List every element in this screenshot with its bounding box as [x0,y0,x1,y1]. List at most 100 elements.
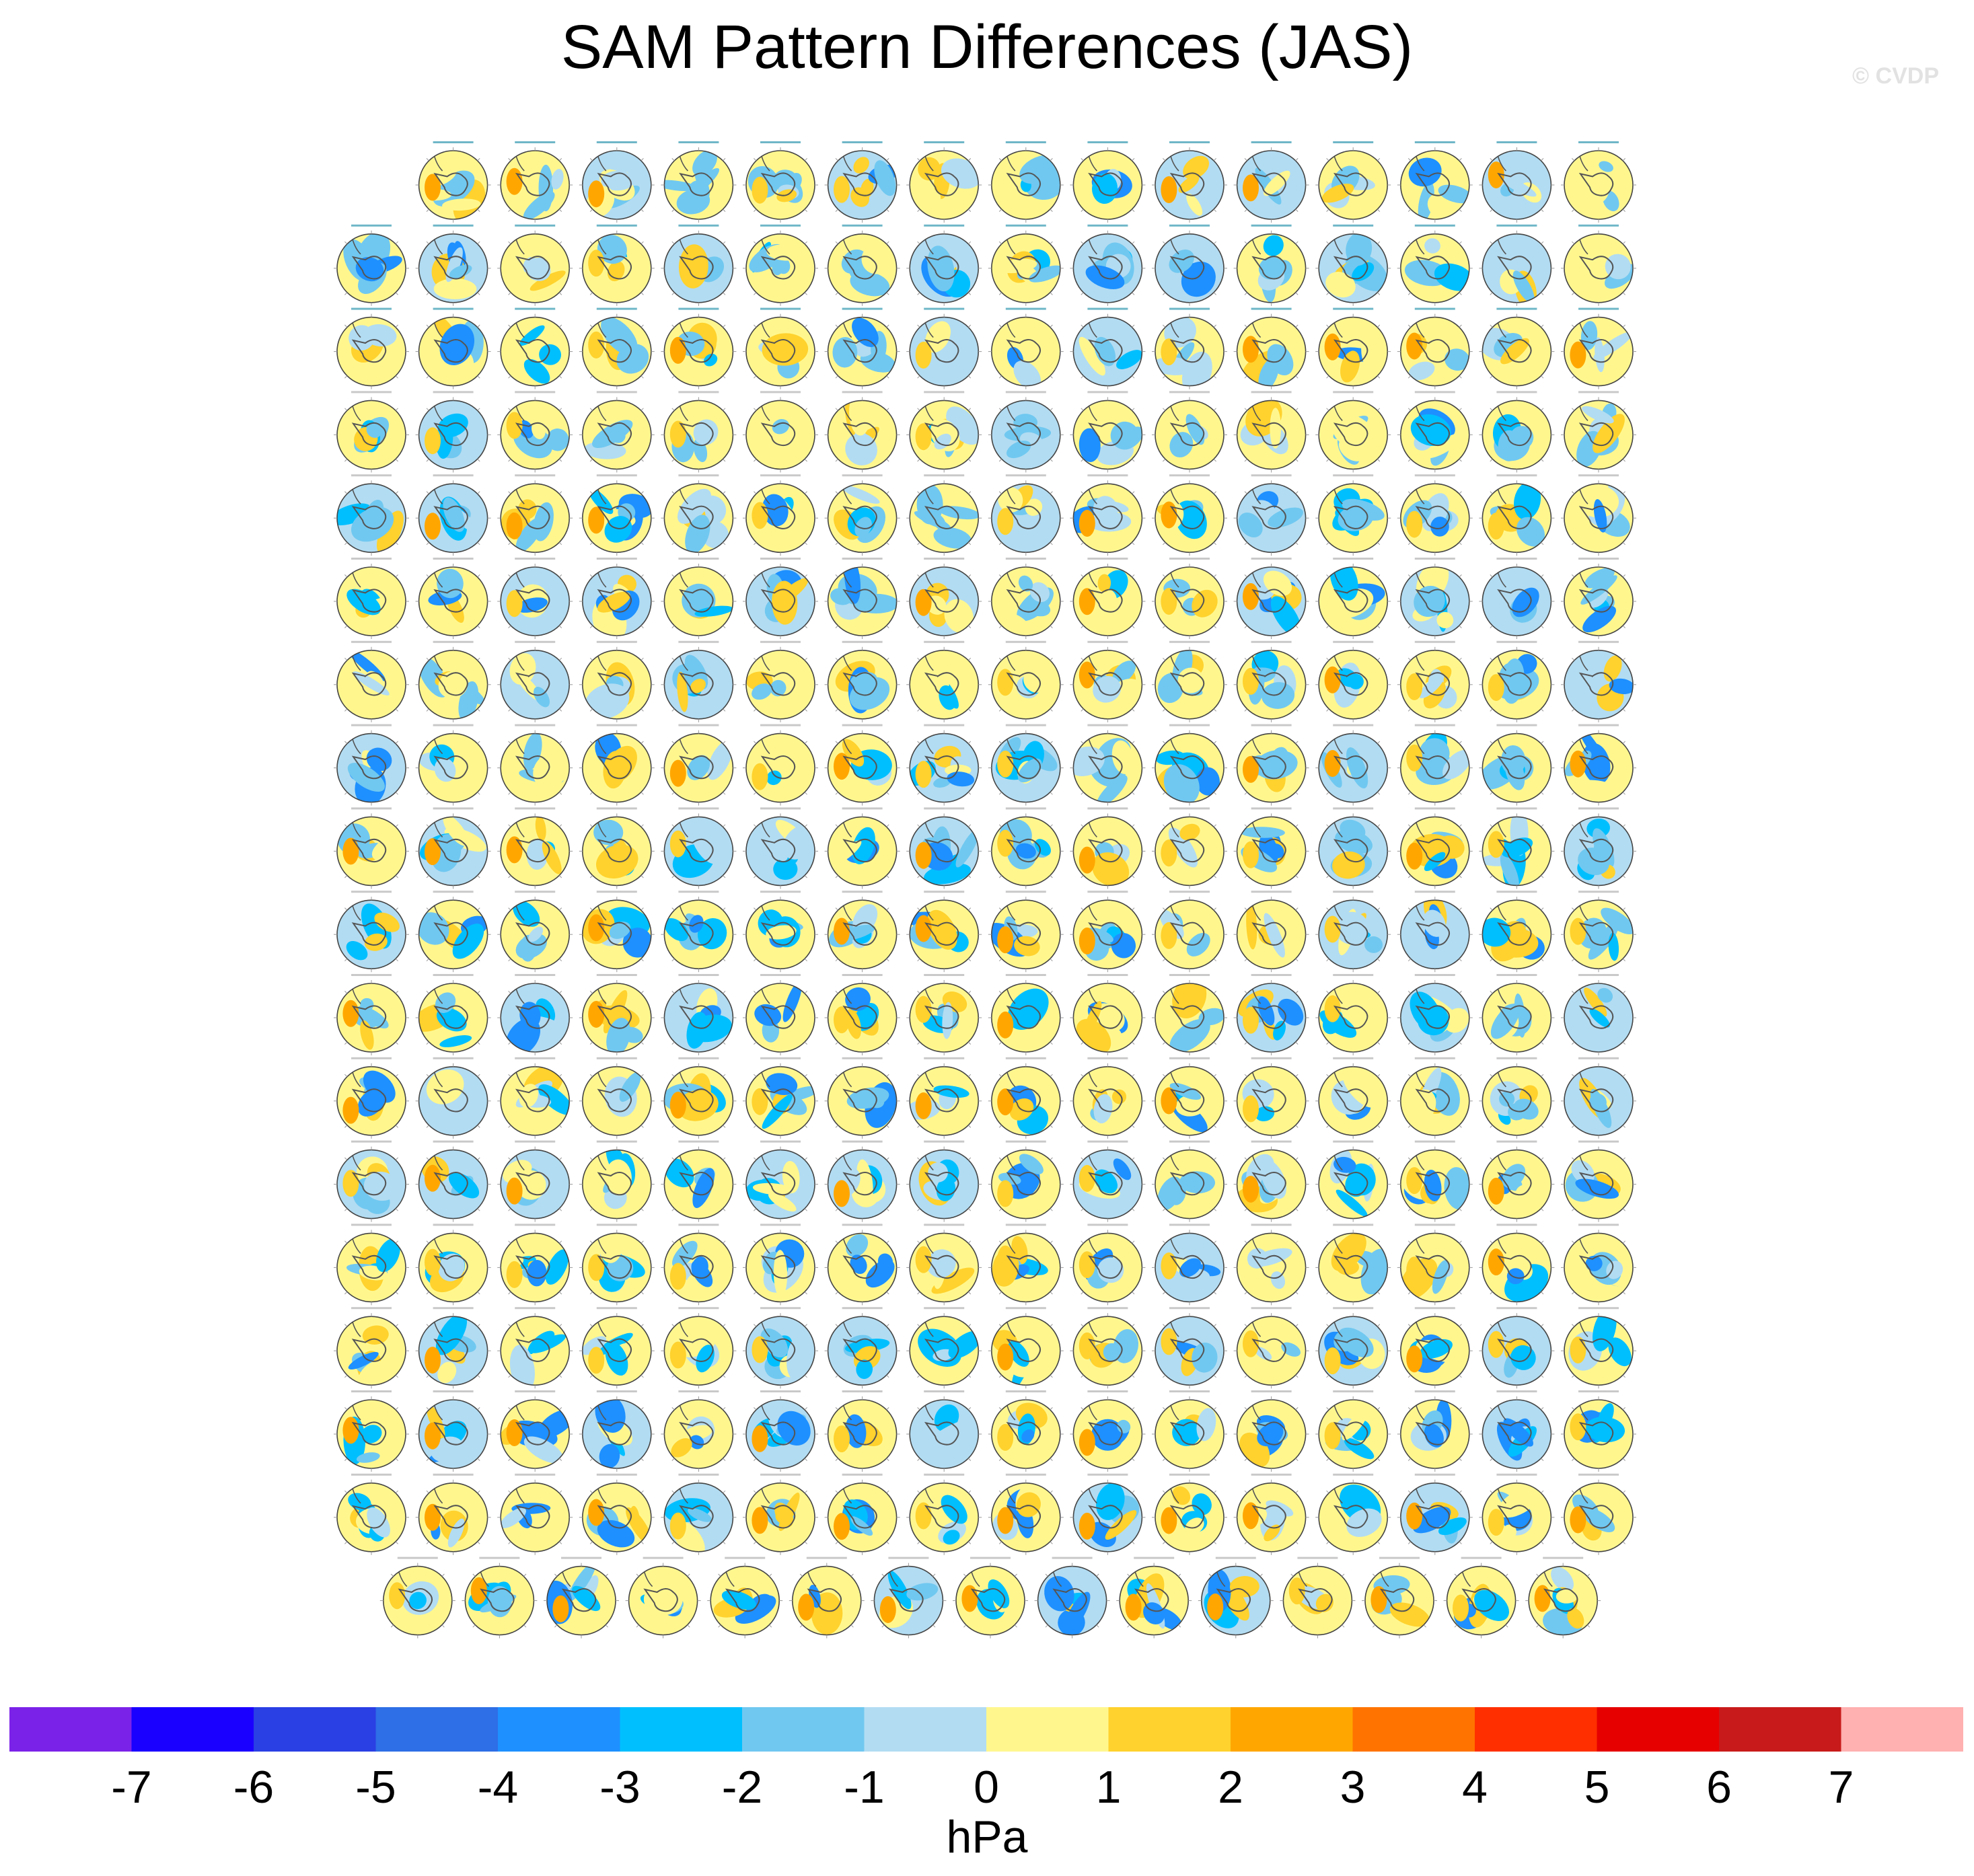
map-panel [1561,1140,1636,1222]
panel-title [1087,974,1128,976]
panel-title [678,807,719,810]
panel-title [433,1140,474,1143]
map-panel [579,974,655,1055]
panel-title [1578,391,1619,393]
panel-title [1087,640,1128,643]
map-panel [497,1224,573,1306]
map-panel [1315,1473,1391,1555]
panel-title [1134,1556,1175,1559]
colorbar-units: hPa [946,1811,1028,1863]
map-panel [579,1224,655,1306]
map-panel [988,474,1064,556]
panel-title [351,724,392,726]
panel-title [1461,1556,1502,1559]
panel-title [842,558,883,560]
panel-title [1333,724,1374,726]
map-panel [497,307,573,389]
map-panel [1116,1556,1192,1639]
colorbar-tick-label: -3 [599,1762,641,1813]
map-panel [1561,724,1636,806]
map-panel [1525,1556,1601,1639]
map-panel [1070,724,1146,806]
panel-title [1169,1390,1210,1392]
panel-title [433,1057,474,1059]
panel-title [1496,474,1537,477]
panel-title [678,391,719,393]
map-panel [1315,391,1391,473]
panel-title [1414,224,1455,227]
panel-title [596,1473,637,1476]
panel-title [1087,1307,1128,1310]
map-panel [1479,1307,1555,1389]
panel-title [1297,1556,1338,1559]
map-panel [743,1307,818,1389]
map-panel [334,1307,409,1389]
colorbar-swatch [498,1707,621,1752]
panel-title [678,474,719,477]
map-panel [1561,1307,1636,1389]
map-panel [579,1307,655,1389]
panel-title [760,1224,801,1226]
map-panel [824,974,900,1055]
map-panel [1397,891,1473,973]
panel-title [1414,1307,1455,1310]
map-panel [661,1224,737,1306]
map-panel [1561,474,1636,556]
panel-title [760,558,801,560]
map-panel [871,1556,947,1639]
colorbar-tick-label: 1 [1095,1762,1122,1813]
panel-title [1578,1057,1619,1059]
map-panel [1198,1556,1274,1639]
map-panel [988,974,1064,1055]
map-panel [1070,224,1146,306]
map-panel [1561,974,1636,1055]
panel-title [351,391,392,393]
map-panel [1152,307,1227,389]
panel-title [433,1390,474,1392]
colorbar-tick-label: 3 [1340,1762,1366,1813]
colorbar-swatch [375,1707,499,1752]
map-panel [1152,474,1227,556]
map-panel [1233,474,1309,556]
map-panel [1233,1140,1309,1222]
panel-title [515,391,556,393]
panel-title [1169,807,1210,810]
map-panel [497,640,573,722]
map-panel [743,1057,818,1139]
panel-title [351,1140,392,1143]
panel-title [1005,474,1046,477]
panel-title [433,1224,474,1226]
panel-title [760,1140,801,1143]
panel-title [1414,807,1455,810]
colorbar-swatch [864,1707,987,1752]
map-panel [661,307,737,389]
panel-title [924,1140,965,1143]
map-panel [1397,1307,1473,1389]
map-panel [743,391,818,473]
panel-title [1005,391,1046,393]
panel-title [924,1224,965,1226]
map-panel [1561,1057,1636,1139]
panel-title [1087,1057,1128,1059]
colorbar-tick-label: -1 [844,1762,885,1813]
map-panel [1397,224,1473,306]
watermark: © CVDP [1852,63,1939,89]
map-panel [707,1556,783,1639]
panel-title [678,974,719,976]
panel-title [596,724,637,726]
panel-title [1005,1224,1046,1226]
map-panel [661,1057,737,1139]
panel-title [351,307,392,310]
panel-title [1333,141,1374,143]
panel-title [760,1057,801,1059]
panel-title [842,474,883,477]
panel-title [1333,224,1374,227]
panel-title [515,1473,556,1476]
panel-title [515,1224,556,1226]
panel-title [1414,307,1455,310]
colorbar-swatch [742,1707,865,1752]
map-panel [415,391,491,473]
map-panel [906,640,982,722]
map-panel [497,474,573,556]
panel-title [924,558,965,560]
